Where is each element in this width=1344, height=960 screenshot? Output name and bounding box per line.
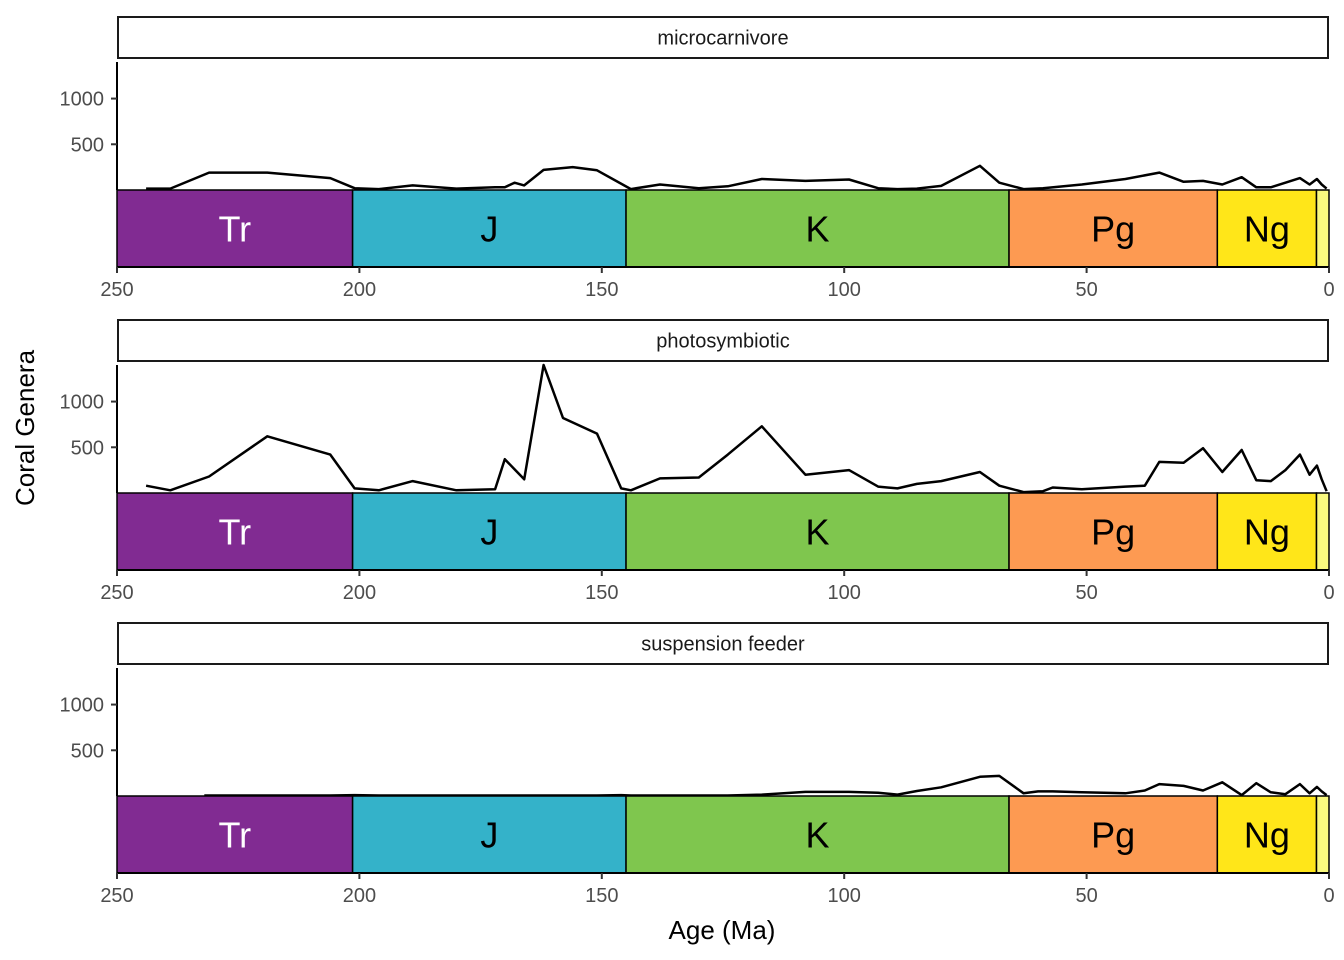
period-box — [351, 189, 627, 268]
x-tick-label: 100 — [828, 582, 861, 604]
period-box — [625, 492, 1010, 571]
series-line — [145, 363, 1328, 494]
x-tick-label: 50 — [1075, 582, 1097, 604]
period-label: Pg — [1091, 209, 1135, 250]
y-tick-label: 500 — [71, 437, 104, 459]
period-label: J — [480, 512, 498, 553]
series-line — [204, 774, 1328, 797]
period-box — [1008, 795, 1219, 874]
strip-box — [117, 319, 1329, 362]
period-box — [625, 795, 1010, 874]
x-tick-label: 200 — [343, 582, 376, 604]
y-tick-label: 500 — [71, 740, 104, 762]
period-label: J — [480, 815, 498, 856]
period-box — [1315, 492, 1330, 571]
strip-label: suspension feeder — [641, 634, 805, 656]
period-box — [1008, 492, 1219, 571]
x-tick-label: 250 — [100, 279, 133, 301]
period-box — [1216, 795, 1318, 874]
y-tick-label: 1000 — [60, 89, 105, 111]
x-tick-label: 0 — [1323, 885, 1334, 907]
x-tick-label: 50 — [1075, 885, 1097, 907]
x-tick-label: 0 — [1323, 582, 1334, 604]
period-label: Ng — [1244, 512, 1290, 553]
x-tick-label: 200 — [343, 279, 376, 301]
strip-box — [117, 622, 1329, 665]
x-tick-label: 150 — [585, 582, 618, 604]
period-label: Tr — [218, 815, 251, 856]
y-tick-label: 1000 — [60, 392, 105, 414]
period-label: K — [806, 815, 830, 856]
x-tick-label: 0 — [1323, 279, 1334, 301]
period-box — [1315, 795, 1330, 874]
period-label: Ng — [1244, 209, 1290, 250]
x-tick-label: 250 — [100, 582, 133, 604]
series-line — [146, 164, 1328, 191]
period-box — [625, 189, 1010, 268]
x-tick-label: 250 — [100, 885, 133, 907]
period-label: Ng — [1244, 815, 1290, 856]
period-label: Pg — [1091, 512, 1135, 553]
period-box — [351, 795, 627, 874]
x-axis-title: Age (Ma) — [669, 915, 776, 945]
strip-box — [117, 16, 1329, 59]
y-axis-title: Coral Genera — [10, 349, 40, 506]
x-tick-label: 200 — [343, 885, 376, 907]
strip-label: photosymbiotic — [656, 331, 789, 353]
period-label: J — [480, 209, 498, 250]
x-tick-label: 150 — [585, 885, 618, 907]
strip-label: microcarnivore — [657, 28, 788, 50]
period-label: Tr — [218, 209, 251, 250]
y-tick-label: 500 — [71, 134, 104, 156]
period-box — [116, 189, 354, 268]
y-tick-label: 1000 — [60, 695, 105, 717]
period-label: Pg — [1091, 815, 1135, 856]
period-box — [351, 492, 627, 571]
period-label: K — [806, 209, 830, 250]
x-tick-label: 100 — [828, 279, 861, 301]
x-tick-label: 150 — [585, 279, 618, 301]
x-tick-label: 100 — [828, 885, 861, 907]
x-tick-label: 50 — [1075, 279, 1097, 301]
period-label: K — [806, 512, 830, 553]
period-label: Tr — [218, 512, 251, 553]
period-box — [1315, 189, 1330, 268]
